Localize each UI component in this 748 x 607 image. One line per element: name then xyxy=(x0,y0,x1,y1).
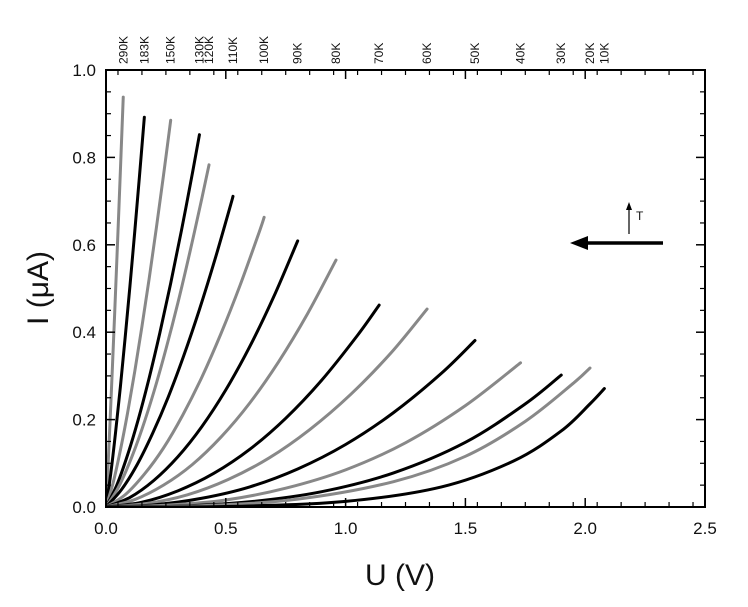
curve-label-70K: 70K xyxy=(372,43,386,64)
curve-label-150K: 150K xyxy=(164,36,178,64)
curve-150K xyxy=(106,118,173,507)
x-tick-label: 1.0 xyxy=(334,519,358,538)
y-tick-label: 0.8 xyxy=(72,148,96,167)
curve-label-80K: 80K xyxy=(329,43,343,64)
curve-40K xyxy=(106,361,523,507)
shift-arrow-head xyxy=(570,236,588,250)
curve-50K xyxy=(106,339,477,507)
x-tick-label: 2.5 xyxy=(693,519,717,538)
curve-130K xyxy=(106,133,201,507)
curve-290K xyxy=(106,95,125,507)
y-axis-ticks: 0.0 0.2 0.4 0.6 0.8 1.0 xyxy=(72,61,705,517)
curve-90K xyxy=(106,239,300,507)
y-tick-label: 0.4 xyxy=(72,323,96,342)
temperature-arrow-annotation: T xyxy=(570,202,663,250)
y-axis-title: I (μA) xyxy=(22,251,55,325)
curve-110K xyxy=(106,194,235,507)
curve-label-130K: 130K xyxy=(192,36,206,64)
curve-60K xyxy=(106,307,429,507)
y-tick-label: 1.0 xyxy=(72,61,96,80)
curve-label-30K: 30K xyxy=(554,43,568,64)
curve-80K xyxy=(106,258,338,507)
curve-70K xyxy=(106,303,381,507)
y-tick-label: 0.6 xyxy=(72,236,96,255)
x-axis-ticks: 0.0 0.5 1.0 1.5 2.0 2.5 xyxy=(94,70,717,538)
curve-label-290K: 290K xyxy=(116,36,130,64)
temperature-label: T xyxy=(636,209,644,223)
temperature-up-arrow-head xyxy=(626,202,632,210)
curve-label-40K: 40K xyxy=(514,43,528,64)
x-tick-label: 2.0 xyxy=(573,519,597,538)
curve-183K xyxy=(106,115,146,507)
curves-layer xyxy=(106,95,606,507)
curve-label-20K: 20K xyxy=(583,43,597,64)
curve-label-50K: 50K xyxy=(468,43,482,64)
y-tick-label: 0.2 xyxy=(72,411,96,430)
curve-label-90K: 90K xyxy=(291,43,305,64)
curve-label-120K: 120K xyxy=(202,36,216,64)
curve-100K xyxy=(106,215,266,507)
curve-label-60K: 60K xyxy=(420,43,434,64)
y-tick-label: 0.0 xyxy=(72,498,96,517)
x-axis-title: U (V) xyxy=(365,559,435,592)
x-tick-label: 1.5 xyxy=(454,519,478,538)
x-tick-label: 0.0 xyxy=(94,519,118,538)
curve-label-100K: 100K xyxy=(257,36,271,64)
curve-label-10K: 10K xyxy=(597,43,611,64)
curve-label-110K: 110K xyxy=(226,37,240,64)
x-tick-label: 0.5 xyxy=(214,519,238,538)
curve-120K xyxy=(106,163,211,507)
curve-label-183K: 183K xyxy=(137,36,151,64)
